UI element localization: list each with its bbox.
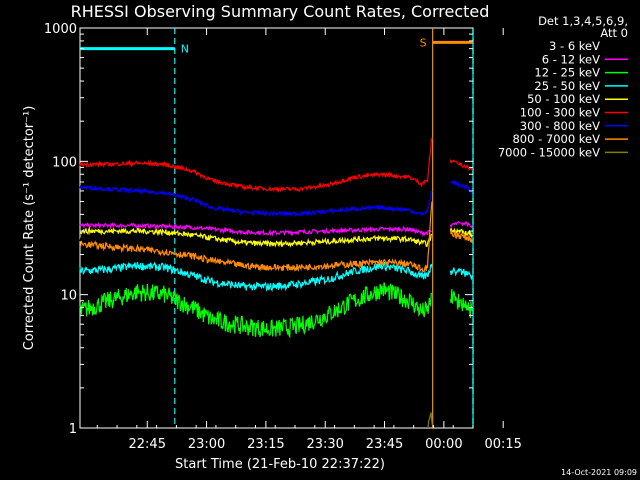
y-tick-label: 100 [52,155,77,170]
series-line-100-300-kev-after-gap [449,159,473,171]
legend-label-25-50-kev: 25 - 50 keV [534,79,600,93]
series-line-25-50-kev [79,260,433,292]
y-tick-label: 1 [69,422,77,437]
plot-frame [79,27,474,429]
series-line-300-800-kev-after-gap [450,179,473,194]
legend-subheader: Att 0 [600,26,628,40]
series-line-100-300-kev [79,137,433,193]
x-tick-label: 23:15 [247,437,284,452]
x-tick-label: 23:00 [188,437,225,452]
legend-label-800-7000-kev: 800 - 7000 keV [512,132,600,146]
x-tick-label: 23:30 [306,437,343,452]
series-line-3-6-kev [79,236,433,258]
series-line-7000-15000-kev [427,412,433,429]
annotation-label-s: S [420,36,427,49]
series-line-800-7000-kev-after-gap [449,229,473,243]
y-tick-label: 1000 [44,22,77,37]
vertical-markers [174,28,474,428]
y-tick-label: 10 [60,289,77,304]
series-line-800-7000-kev [79,201,433,273]
series-line-6-12-kev [79,221,432,238]
series-line-50-100-kev-after-gap [449,227,473,239]
legend-label-100-300-kev: 100 - 300 keV [520,106,600,120]
timestamp: 14-Oct-2021 09:09 [561,468,637,477]
x-tick-label: 00:15 [484,437,521,452]
chart-title: RHESSI Observing Summary Count Rates, Co… [71,2,490,21]
x-tick-label: 23:45 [366,437,403,452]
x-axis-ticks: 22:45 23:00 23:15 23:30 23:45 00:00 00:15 [96,28,522,452]
x-tick-label: 22:45 [129,437,166,452]
x-tick-label: 00:00 [425,437,462,452]
y-axis-ticks: 1 10 100 1000 [44,22,473,437]
series-line-12-25-kev-after-gap [449,289,473,319]
x-axis-label: Start Time (21-Feb-10 22:37:22) [175,457,385,472]
legend-header: Det 1,3,4,5,6,9, [538,14,628,28]
legend-label-12-25-kev: 12 - 25 keV [534,66,600,80]
y-axis-label: Corrected Count Rate (s⁻¹ detector⁻¹) [22,106,37,351]
legend-label-50-100-kev: 50 - 100 keV [527,92,600,106]
series-line-6-12-kev-after-gap [449,220,473,230]
series-lines [79,137,473,429]
series-line-12-25-kev [79,282,433,339]
series-line-50-100-kev [79,226,433,248]
legend-label-6-12-kev: 6 - 12 keV [542,52,600,66]
series-line-300-800-kev [79,184,433,218]
legend-label-7000-15000-kev: 7000 - 15000 keV [498,145,600,159]
legend-label-300-800-kev: 300 - 800 keV [520,119,600,133]
series-line-25-50-kev-after-gap [449,267,473,281]
legend-label-3-6-kev: 3 - 6 keV [549,39,600,53]
annotation-label-n: N [181,43,189,56]
